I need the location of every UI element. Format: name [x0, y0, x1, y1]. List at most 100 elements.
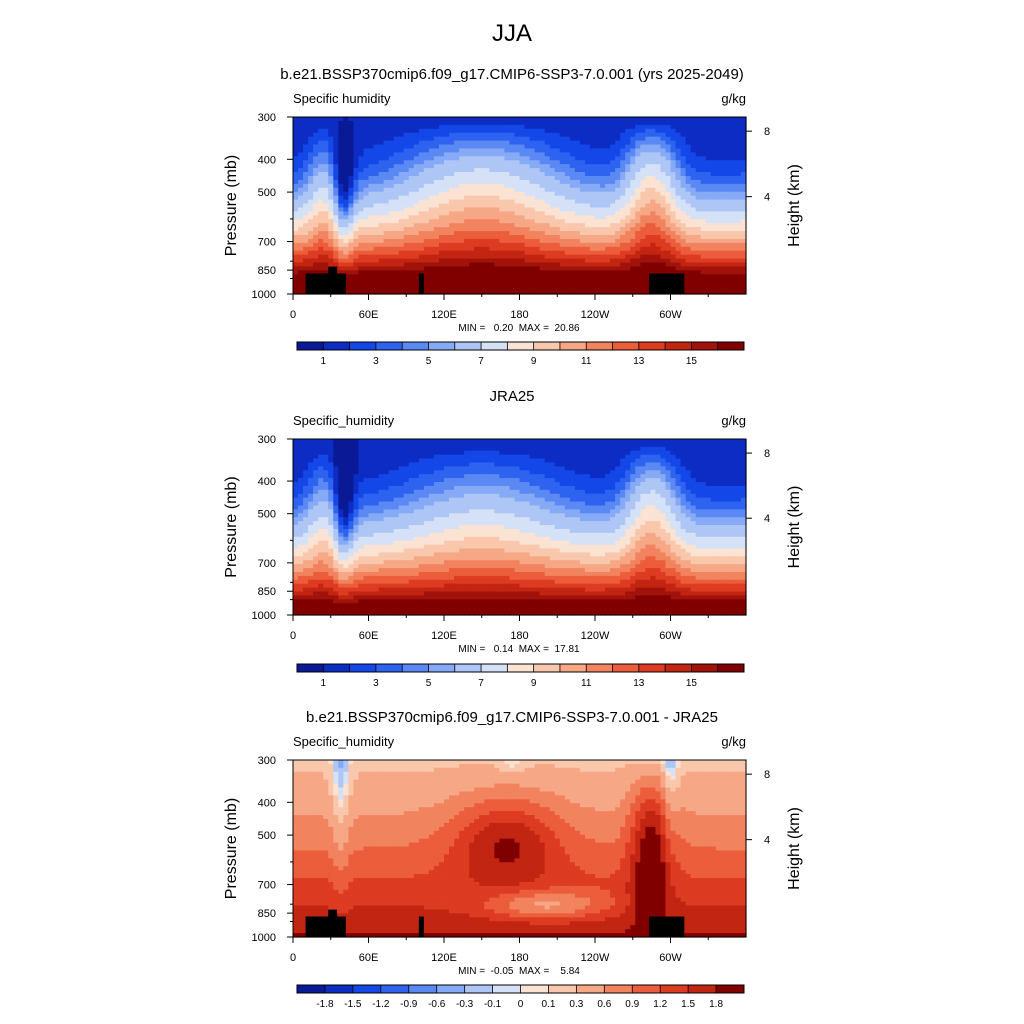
field-cell — [403, 160, 410, 165]
field-cell — [660, 242, 667, 248]
field-cell — [373, 191, 380, 197]
field-cell — [735, 254, 742, 260]
field-cell — [564, 136, 571, 142]
field-cell — [459, 458, 465, 464]
field-cell — [504, 183, 511, 189]
field-cell — [670, 195, 677, 201]
field-cell — [333, 176, 339, 181]
field-cell — [620, 187, 626, 193]
field-cell — [579, 136, 586, 142]
field-cell — [363, 223, 370, 228]
field-cell — [323, 168, 329, 173]
field-cell — [549, 176, 556, 181]
field-cell — [579, 164, 586, 169]
field-cell — [323, 454, 329, 460]
colorbar-swatch — [586, 342, 613, 350]
field-cell — [338, 462, 344, 467]
field-cell — [423, 282, 430, 287]
field-cell — [685, 164, 692, 169]
field-cell — [469, 454, 475, 460]
field-cell — [393, 262, 400, 268]
field-cell — [343, 207, 349, 212]
field-cell — [645, 124, 651, 130]
field-cell — [358, 286, 365, 291]
field-cell — [524, 262, 531, 268]
field-cell — [690, 160, 697, 165]
field-cell — [579, 439, 586, 444]
field-cell — [303, 446, 309, 452]
field-cell — [474, 160, 480, 165]
field-cell — [680, 454, 687, 460]
field-cell — [398, 458, 405, 464]
field-cell — [635, 470, 641, 475]
field-cell — [308, 207, 314, 212]
field-cell — [418, 211, 425, 216]
field-cell — [449, 160, 455, 165]
field-cell — [298, 124, 304, 130]
field-cell — [514, 238, 521, 244]
field-cell — [484, 152, 490, 157]
field-cell — [454, 290, 460, 295]
field-cell — [655, 250, 662, 256]
field-cell — [705, 450, 712, 456]
field-cell — [554, 128, 561, 134]
field-cell — [740, 278, 747, 283]
field-cell — [474, 223, 480, 228]
field-cell — [720, 120, 727, 126]
field-cell — [499, 450, 505, 456]
field-cell — [700, 235, 707, 240]
field-cell — [680, 442, 687, 448]
field-cell — [308, 458, 314, 464]
field-cell — [449, 462, 455, 467]
field-cell — [318, 219, 324, 224]
field-cell — [600, 219, 606, 224]
field-cell — [454, 266, 460, 271]
field-cell — [479, 179, 485, 185]
field-cell — [318, 466, 324, 471]
field-cell — [680, 250, 687, 256]
field-cell — [459, 183, 465, 189]
field-cell — [408, 128, 415, 134]
field-cell — [378, 187, 385, 193]
field-cell — [444, 227, 450, 232]
field-cell — [484, 227, 490, 232]
field-cell — [313, 164, 319, 169]
field-cell — [710, 278, 717, 283]
field-cell — [348, 203, 354, 209]
field-cell — [690, 458, 697, 464]
field-cell — [645, 207, 651, 212]
field-cell — [363, 242, 370, 248]
field-cell — [700, 160, 707, 165]
field-cell — [615, 187, 621, 193]
field-cell — [524, 172, 531, 177]
field-cell — [544, 160, 551, 165]
field-cell — [600, 120, 606, 126]
field-cell — [484, 231, 490, 236]
field-cell — [645, 117, 651, 122]
field-cell — [660, 254, 667, 260]
field-cell — [499, 187, 505, 193]
field-cell — [574, 242, 581, 248]
field-cell — [549, 458, 556, 464]
field-cell — [293, 250, 299, 256]
field-cell — [469, 176, 475, 181]
field-cell — [610, 286, 616, 291]
field-cell — [469, 199, 475, 205]
field-cell — [544, 117, 551, 122]
field-cell — [469, 187, 475, 193]
field-cell — [519, 235, 526, 240]
field-cell — [479, 219, 485, 224]
field-cell — [549, 462, 556, 467]
field-cell — [720, 219, 727, 224]
field-cell — [675, 179, 682, 185]
field-cell — [740, 458, 747, 464]
field-cell — [595, 454, 601, 460]
field-cell — [735, 152, 742, 157]
field-cell — [720, 199, 727, 205]
field-cell — [539, 191, 546, 197]
field-cell — [383, 246, 390, 252]
field-cell — [735, 179, 742, 185]
field-cell — [499, 117, 505, 122]
field-cell — [595, 124, 601, 130]
field-cell — [685, 246, 692, 252]
